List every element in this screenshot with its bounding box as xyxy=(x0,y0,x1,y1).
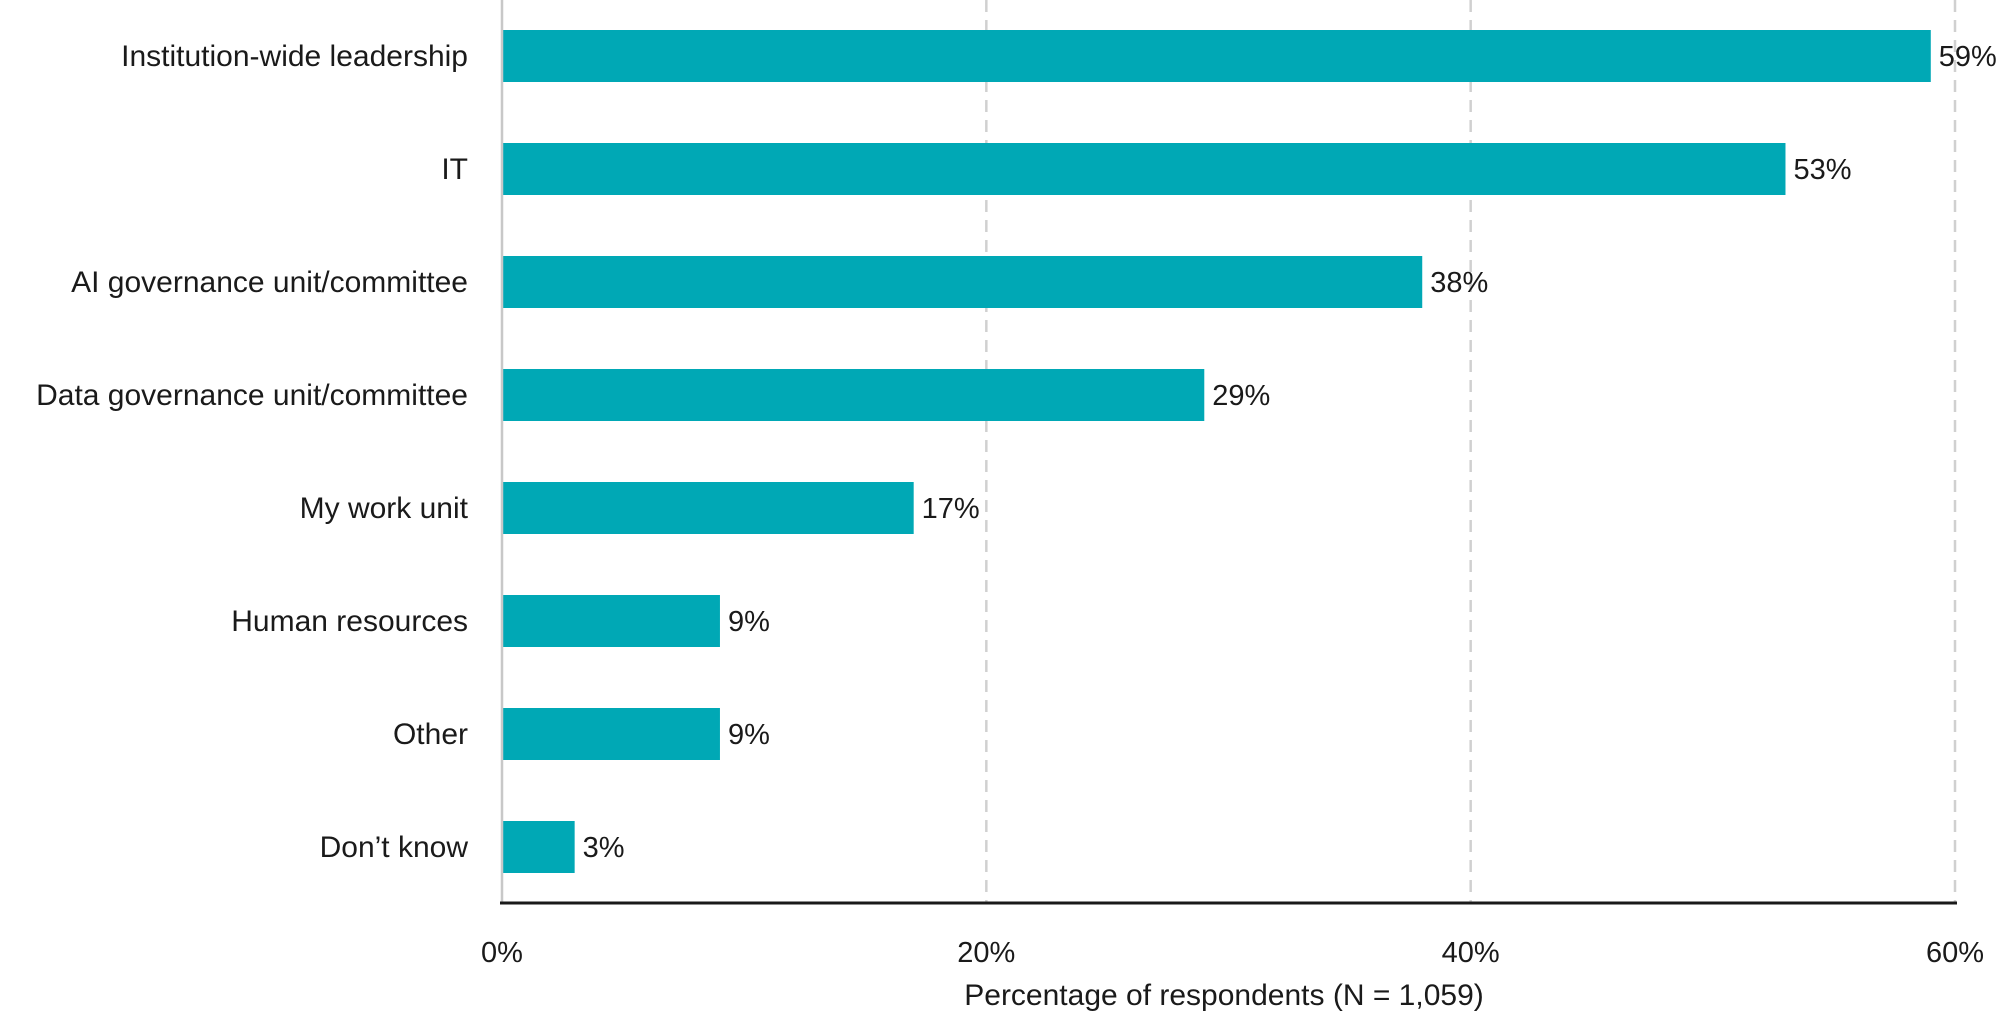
category-label-1: IT xyxy=(441,153,468,186)
axis-layer: 0% 20% 40% 60% xyxy=(481,0,1984,969)
category-label-3: Data governance unit/committee xyxy=(36,379,468,412)
value-label-7: 3% xyxy=(583,832,625,864)
category-label-5: Human resources xyxy=(231,605,468,638)
bar-3 xyxy=(502,369,1205,421)
category-label-6: Other xyxy=(393,718,468,751)
value-label-2: 38% xyxy=(1430,267,1488,299)
bar-layer xyxy=(502,30,1931,873)
category-label-4: My work unit xyxy=(300,492,469,525)
x-tick-label-20: 20% xyxy=(957,937,1015,969)
value-label-4: 17% xyxy=(922,493,980,525)
x-axis-title: Percentage of respondents (N = 1,059) xyxy=(964,979,1484,1012)
value-label-0: 59% xyxy=(1939,41,1997,73)
x-tick-label-60: 60% xyxy=(1926,937,1984,969)
x-tick-label-40: 40% xyxy=(1442,937,1500,969)
value-label-5: 9% xyxy=(728,606,770,638)
value-label-1: 53% xyxy=(1793,154,1851,186)
bar-7 xyxy=(502,821,575,873)
bar-1 xyxy=(502,143,1786,195)
label-layer: 59% Institution-wide leadership 53% IT 38% AI… xyxy=(36,40,1997,864)
category-label-7: Don’t know xyxy=(320,831,469,864)
bar-5 xyxy=(502,595,720,647)
category-label-0: Institution-wide leadership xyxy=(121,40,468,73)
grid-layer xyxy=(985,0,1957,903)
bar-4 xyxy=(502,482,914,534)
category-label-2: AI governance unit/committee xyxy=(71,266,468,299)
x-tick-label-0: 0% xyxy=(481,937,523,969)
bar-0 xyxy=(502,30,1931,82)
value-label-3: 29% xyxy=(1212,380,1270,412)
value-label-6: 9% xyxy=(728,719,770,751)
bar-2 xyxy=(502,256,1423,308)
bar-6 xyxy=(502,708,720,760)
